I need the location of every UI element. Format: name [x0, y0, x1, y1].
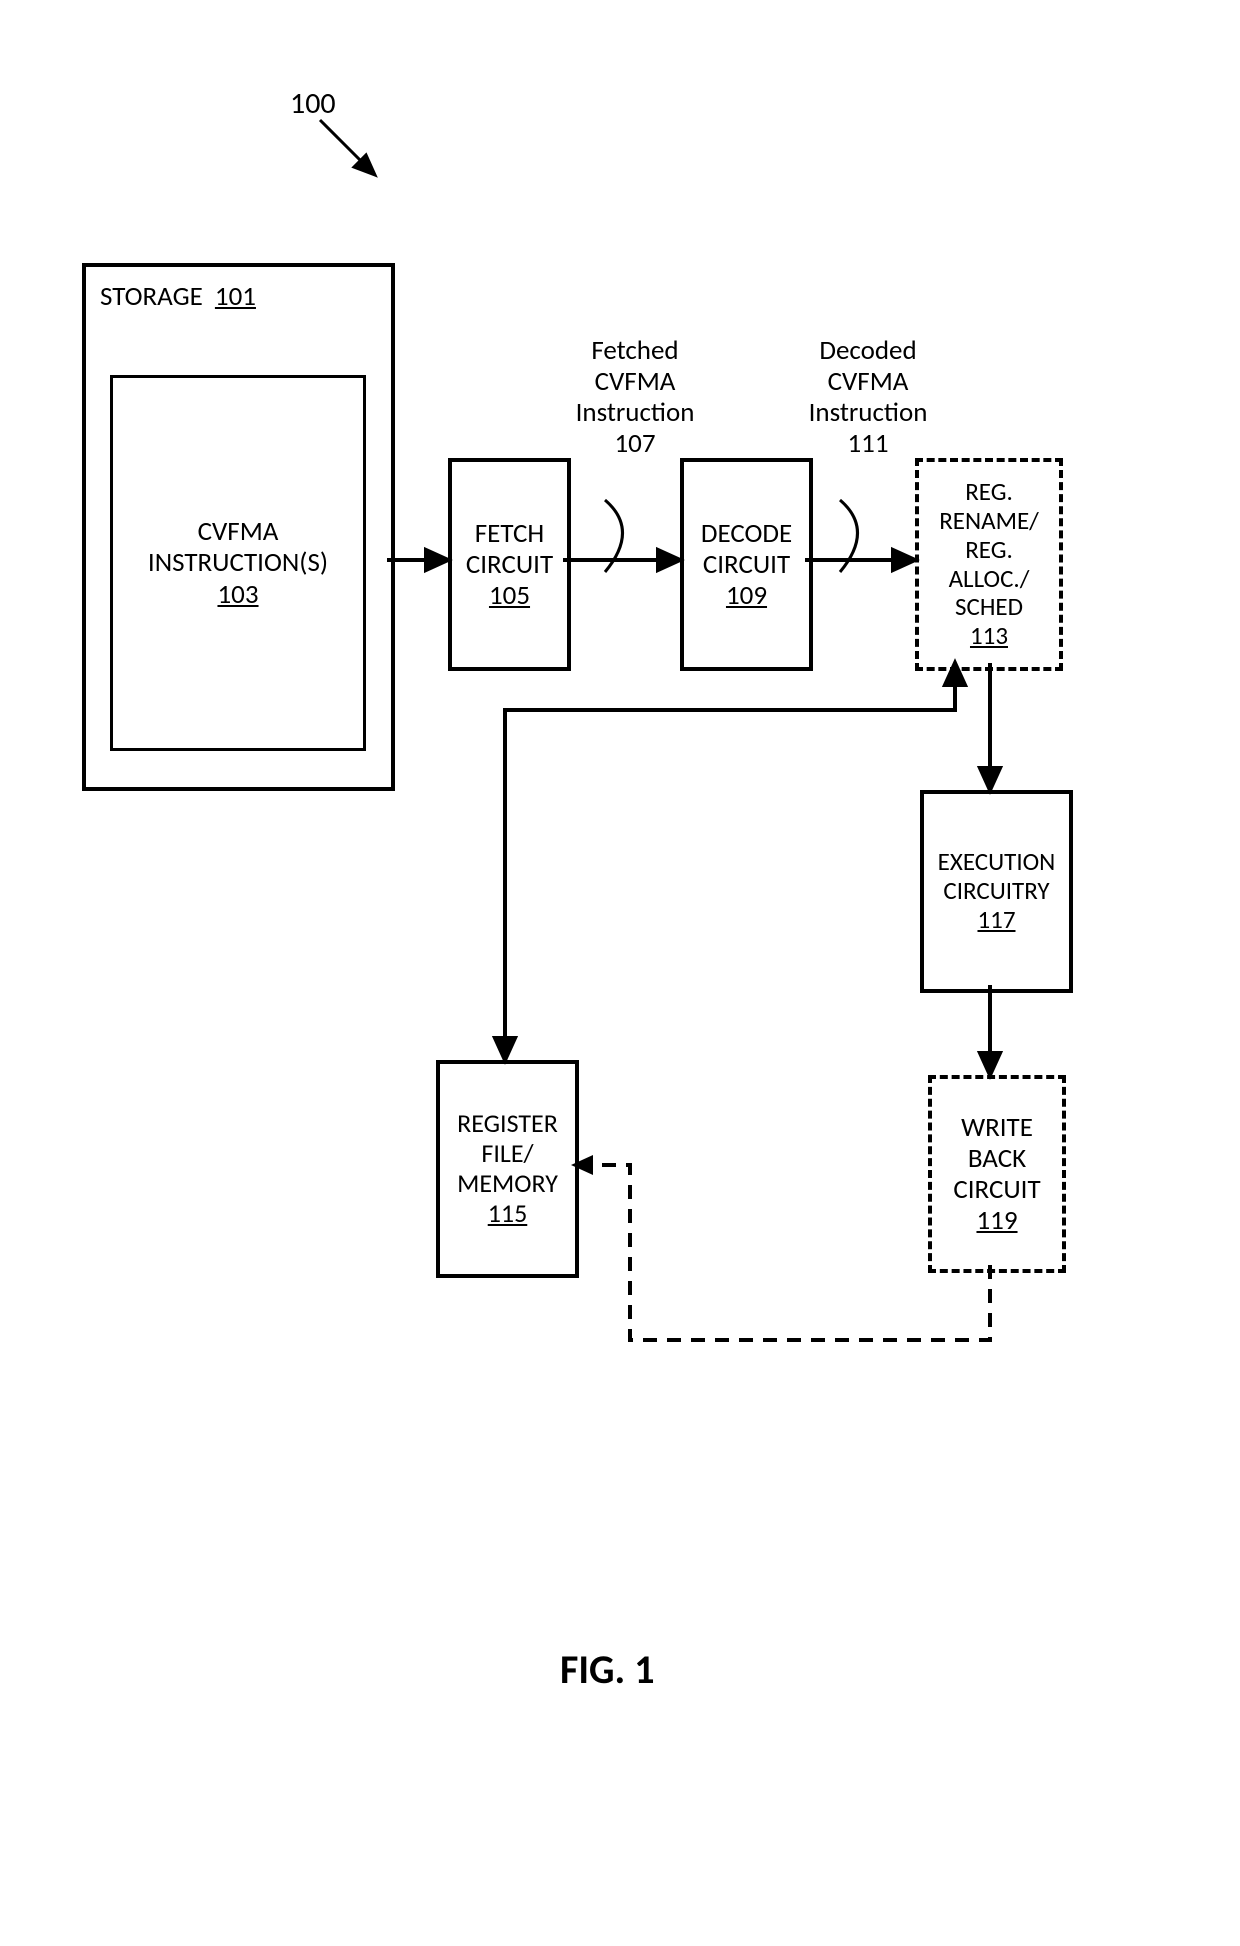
fetch-l1: FETCH [475, 518, 544, 549]
node-exec: EXECUTION CIRCUITRY 117 [920, 790, 1073, 993]
node-regfile: REGISTER FILE/ MEMORY 115 [436, 1060, 579, 1278]
rf-id: 115 [488, 1199, 528, 1229]
label-decoded: Decoded CVFMA Instruction 111 [798, 335, 938, 459]
sched-l3: REG. [965, 536, 1013, 565]
rf-l1: REGISTER [457, 1109, 558, 1139]
sched-id: 113 [970, 622, 1008, 651]
page: 100 STORAGE 101 CVFMA INSTRUCTION(S) 103… [0, 0, 1240, 1946]
sched-l2: RENAME/ [939, 507, 1039, 536]
node-fetch: FETCH CIRCUIT 105 [448, 458, 571, 671]
exec-l1: EXECUTION [938, 848, 1056, 877]
sched-l5: SCHED [955, 593, 1023, 622]
edge-sched-exec [980, 663, 1000, 790]
exec-l2: CIRCUITRY [943, 877, 1049, 906]
wb-l1: WRITE [961, 1112, 1033, 1143]
edge-storage-fetch [387, 550, 448, 570]
wb-l2: BACK [968, 1143, 1026, 1174]
instr-line1: CVFMA [198, 516, 279, 547]
wb-l3: CIRCUIT [953, 1174, 1040, 1205]
rf-l3: MEMORY [457, 1169, 558, 1199]
sched-l4: ALLOC./ [949, 565, 1030, 594]
decode-id: 109 [726, 580, 767, 611]
ref-100-arrow [320, 120, 375, 175]
label-fetched: Fetched CVFMA Instruction 107 [565, 335, 705, 459]
tick-111 [840, 500, 858, 572]
figure-caption: FIG. 1 [560, 1645, 655, 1694]
node-wb: WRITE BACK CIRCUIT 119 [928, 1075, 1066, 1273]
rf-l2: FILE/ [481, 1139, 533, 1169]
instr-id: 103 [217, 579, 258, 610]
tick-107 [605, 500, 623, 572]
exec-id: 117 [977, 906, 1015, 935]
node-sched: REG. RENAME/ REG. ALLOC./ SCHED 113 [915, 458, 1063, 671]
instr-line2: INSTRUCTION(S) [148, 547, 328, 578]
node-decode: DECODE CIRCUIT 109 [680, 458, 813, 671]
ref-100: 100 [290, 85, 336, 122]
decode-l2: CIRCUIT [703, 549, 790, 580]
edge-sched-regfile [495, 663, 965, 1060]
edge-fetch-decode [563, 550, 680, 570]
edge-exec-wb [980, 985, 1000, 1075]
storage-title: STORAGE 101 [100, 281, 256, 312]
wb-id: 119 [976, 1205, 1017, 1236]
sched-l1: REG. [965, 478, 1013, 507]
node-instr: CVFMA INSTRUCTION(S) 103 [110, 375, 366, 751]
decode-l1: DECODE [701, 518, 792, 549]
fetch-id: 105 [489, 580, 530, 611]
edge-decode-sched [805, 550, 915, 570]
fetch-l2: CIRCUIT [466, 549, 553, 580]
